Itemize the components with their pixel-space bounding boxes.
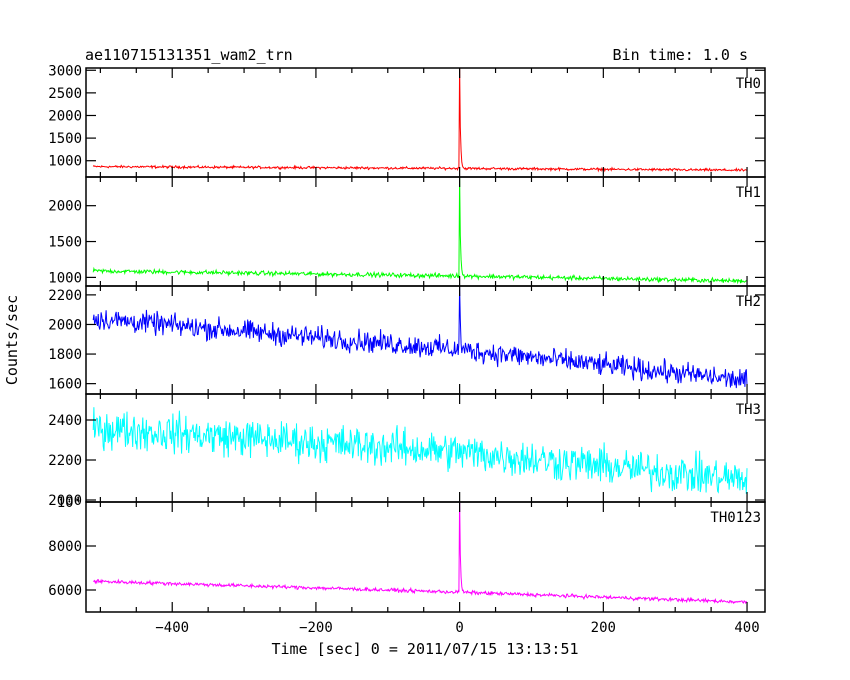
chart-title-right: Bin time: 1.0 s (613, 46, 748, 64)
y-tick-label: 2500 (48, 86, 82, 102)
series-line-th2 (92, 286, 748, 389)
panel-label: TH0123 (710, 510, 761, 526)
panel-th2: 1600 1800 2000 2200 TH2 (48, 285, 766, 395)
y-tick-label: 1000 (48, 154, 82, 170)
series-line-th0123 (93, 502, 748, 605)
y-tick-label: 2200 (48, 288, 82, 304)
y-tick-label: 1500 (48, 235, 82, 251)
panel-label: TH1 (736, 185, 761, 201)
panel-label: TH3 (736, 402, 761, 418)
series-line-th1 (92, 177, 748, 285)
panel-th3: 2000 2200 2400 TH3 (48, 393, 766, 509)
y-tick-label: 1000 (48, 270, 82, 286)
y-tick-label: 10⁴ (57, 495, 82, 511)
y-tick-label: 1500 (48, 131, 82, 147)
panel-frame (85, 501, 766, 613)
y-tick-label: 2000 (48, 317, 82, 333)
panels-group: 10001500200025003000TH0100015002000TH116… (48, 63, 766, 636)
x-tick-label: −400 (155, 620, 189, 636)
y-tick-label: 2200 (48, 453, 82, 469)
series-line-th0 (92, 68, 748, 173)
panel-frame (85, 176, 766, 287)
panel-label: TH0 (736, 76, 761, 92)
x-tick-label: 200 (591, 620, 616, 636)
y-tick-label: 1800 (48, 347, 82, 363)
chart-title-left: ae110715131351_wam2_trn (85, 46, 293, 64)
y-tick-label: 6000 (48, 583, 82, 599)
y-axis-label: Counts/sec (3, 295, 21, 385)
y-tick-label: 2000 (48, 108, 82, 124)
x-axis-label: Time [sec] 0 = 2011/07/15 13:13:51 (271, 640, 578, 658)
panel-label: TH2 (736, 294, 761, 310)
y-tick-label: 3000 (48, 63, 82, 79)
panel-th0: 1000 1500 2000 2500 3000 TH0 (48, 63, 766, 178)
y-tick-label: 1600 (48, 377, 82, 393)
y-tick-label: 2400 (48, 413, 82, 429)
panel-frame (85, 393, 766, 503)
panel-th1: 1000 1500 2000 TH1 (48, 176, 766, 287)
y-tick-label: 8000 (48, 539, 82, 555)
x-tick-label: −200 (299, 620, 333, 636)
x-tick-label: 0 (455, 620, 463, 636)
panel-frame (85, 285, 766, 395)
series-line-th3 (92, 407, 748, 494)
panel-th0123: 6000 8000 10⁴ TH0123 (48, 495, 766, 613)
y-tick-label: 2000 (48, 493, 82, 509)
y-tick-label: 2000 (48, 199, 82, 215)
x-tick-label: 400 (734, 620, 759, 636)
panel-frame (85, 67, 766, 178)
